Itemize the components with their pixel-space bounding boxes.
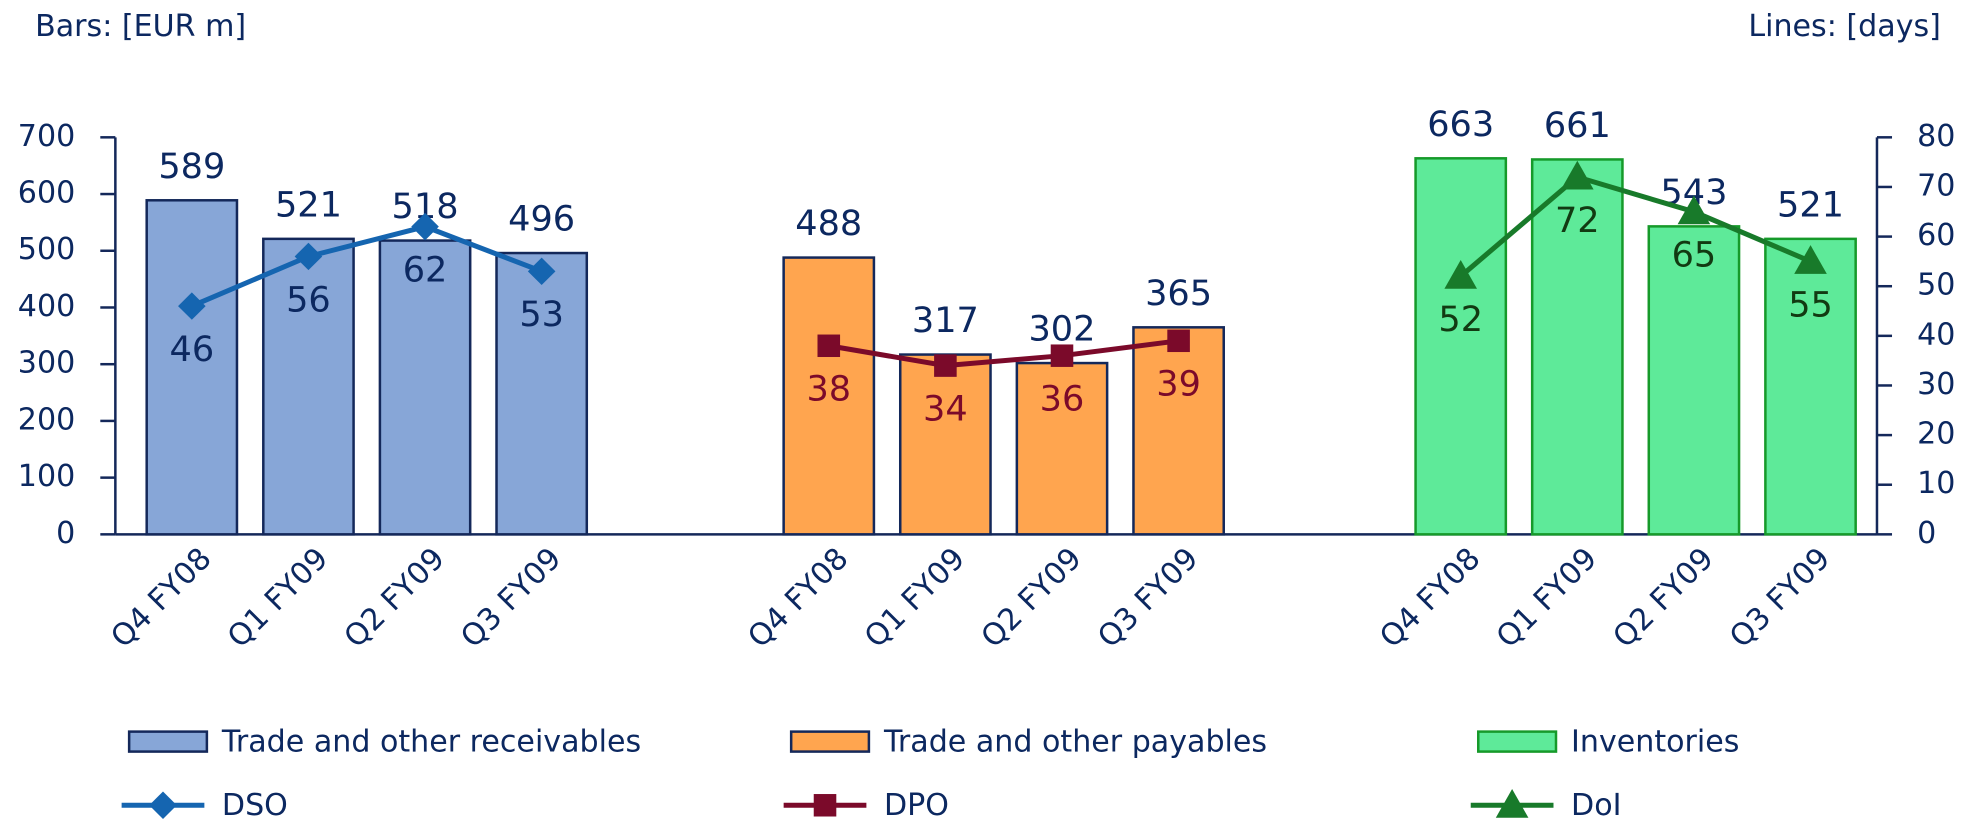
legend-swatch [789,730,871,753]
line-value-label: 53 [519,294,564,335]
bar-value-label: 365 [1145,273,1212,314]
x-tick-label: Q2 FY09 [1607,541,1721,655]
bar [1530,158,1624,536]
marker [527,257,556,286]
legend-marker [1495,789,1529,818]
y2-tick-label: 0 [1917,516,1936,551]
marker [294,242,323,271]
line-value-label: 62 [403,250,448,291]
y2-axis-label: Lines: [days] [1748,9,1941,44]
bar [898,353,992,536]
x-tick-label: Q2 FY09 [975,541,1089,655]
bar-value-label: 521 [1777,184,1844,225]
legend-marker [813,794,837,817]
line-value-label: 46 [170,329,215,370]
bar [1647,225,1741,536]
bar [145,199,239,536]
marker [411,212,439,241]
legend-label: Trade and other receivables [221,724,641,759]
bar [262,237,355,536]
bar-value-label: 302 [1028,309,1095,350]
marker [178,292,206,320]
bar [1414,157,1508,536]
y-axis-label: Bars: [EUR m] [35,9,246,44]
bar-value-label: 589 [158,146,225,187]
marker [1677,195,1711,225]
bar-value-label: 521 [275,184,342,225]
marker [817,334,841,358]
y2-tick-label: 10 [1917,466,1955,501]
x-tick-label: Q1 FY09 [1490,541,1604,655]
y-tick-label: 100 [18,459,75,494]
line-value-label: 34 [923,389,968,430]
marker [1050,344,1074,367]
x-tick-label: Q3 FY09 [1091,541,1205,655]
legend-swatch [127,730,209,753]
y2-tick-label: 80 [1917,119,1955,154]
y2-tick-label: 30 [1917,367,1955,402]
y-tick-label: 200 [18,402,75,437]
bar [1015,361,1109,536]
line [828,338,1179,369]
x-tick-label: Q1 FY09 [221,541,335,655]
legend-label: Trade and other payables [883,724,1267,759]
y2-tick-label: 40 [1917,317,1955,352]
legend-marker [149,791,177,820]
bar-value-label: 496 [508,199,575,240]
legend-swatch [1477,730,1558,753]
x-tick-label: Q2 FY09 [338,541,452,655]
y2-tick-label: 50 [1917,268,1955,303]
line-value-label: 36 [1040,379,1085,420]
bar [782,256,876,536]
x-tick-label: Q3 FY09 [454,541,568,655]
bar-value-label: 488 [795,203,862,244]
line-value-label: 72 [1555,200,1600,241]
y-tick-label: 400 [18,289,75,324]
y2-tick-label: 20 [1917,417,1955,452]
x-tick-label: Q4 FY08 [741,541,855,655]
y2-tick-label: 70 [1917,169,1955,204]
marker [1167,329,1190,353]
y-tick-label: 500 [18,232,75,267]
bar [378,239,472,536]
y-tick-label: 300 [18,346,75,381]
legend-label: DPO [884,788,949,823]
line [190,224,543,309]
bar [495,251,589,536]
x-tick-label: Q4 FY08 [1373,541,1487,655]
line-value-label: 38 [806,369,851,410]
line-value-label: 56 [286,279,331,320]
y-tick-label: 0 [56,516,75,551]
line-value-label: 65 [1672,235,1717,276]
bar [1764,237,1857,536]
legend-label: DSO [222,788,288,823]
bar-value-label: 663 [1427,104,1494,145]
y-tick-label: 600 [18,176,75,211]
line-value-label: 39 [1156,364,1201,405]
line-value-label: 52 [1438,299,1483,340]
bar-value-label: 661 [1544,105,1611,146]
line-value-label: 55 [1788,284,1833,325]
legend-label: Inventories [1571,724,1739,759]
legend-label: DoI [1571,788,1621,823]
y2-tick-label: 60 [1917,218,1955,253]
marker [934,354,957,377]
bar-value-label: 317 [912,300,979,341]
marker [1444,260,1478,289]
bar [1132,326,1225,536]
y-tick-label: 700 [18,119,75,154]
marker [1794,245,1827,274]
x-tick-label: Q4 FY08 [104,541,218,655]
marker [1561,160,1594,190]
x-tick-label: Q1 FY09 [858,541,972,655]
line [1459,174,1812,279]
x-tick-label: Q3 FY09 [1723,541,1837,655]
